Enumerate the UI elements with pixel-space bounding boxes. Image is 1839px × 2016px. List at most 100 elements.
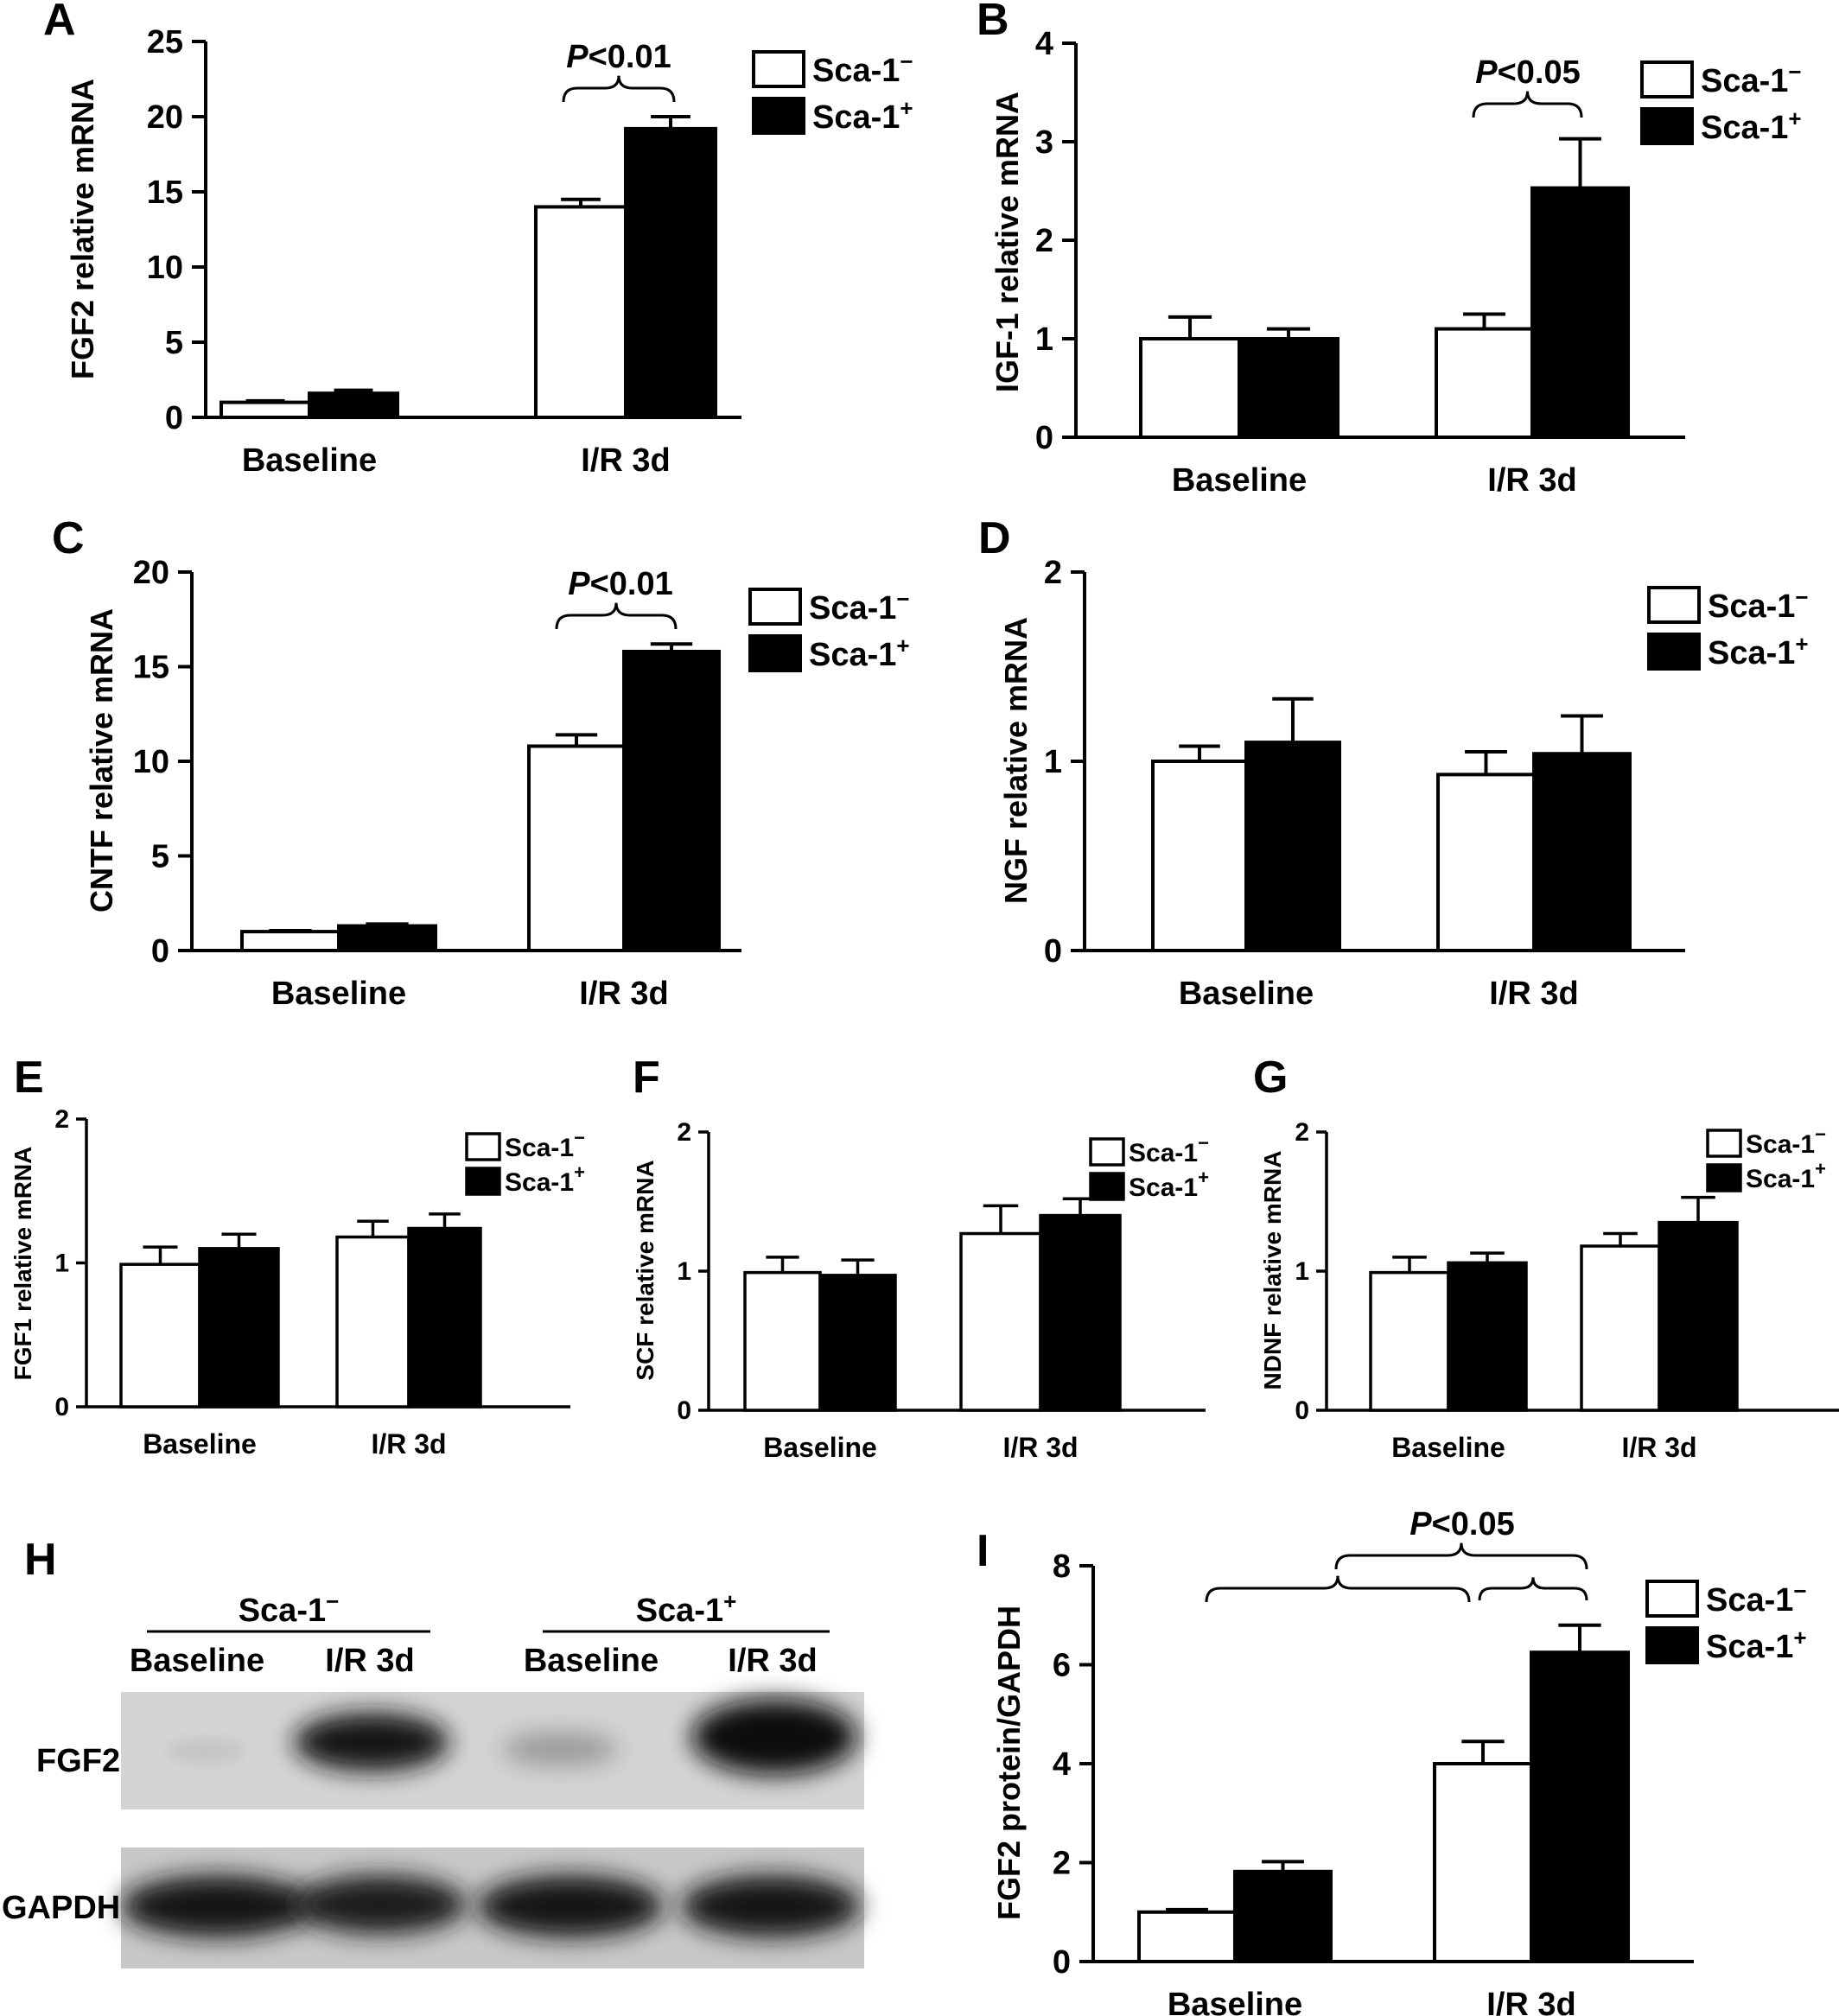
blot-group-label-neg: Sca-1−: [239, 1588, 340, 1629]
bar-g-1-1: [1658, 1220, 1739, 1412]
y-tick-label-c-1: 5: [151, 839, 169, 875]
bar-a-1-1: [624, 126, 717, 419]
bar-i-0-1: [1233, 1869, 1333, 1963]
bar-a-1-0: [534, 205, 627, 419]
legend-label-pos-e: Sca-1+: [505, 1161, 585, 1197]
blot-lane-label-3: Baseline: [524, 1643, 659, 1679]
blot-lane-label-4: I/R 3d: [728, 1643, 817, 1679]
legend-swatch-neg-f: [1089, 1137, 1125, 1167]
chart-panel-g: G 0 1 2 NDNF relative mRNA Baseline I/R 3d Sca-…: [1253, 1053, 1839, 1463]
y-tick-label-e-2: 2: [54, 1105, 69, 1134]
bar-e-1-1: [407, 1226, 482, 1409]
bar-i-1-1: [1530, 1650, 1630, 1963]
bar-i-0-0: [1137, 1910, 1237, 1963]
blot-row-label-gapdh: GAPDH: [2, 1890, 120, 1926]
p-value-a: P<0.01: [566, 39, 671, 75]
x-tick-label-e-1: I/R 3d: [371, 1428, 446, 1460]
bar-c-0-1: [337, 924, 437, 953]
p-value-c: P<0.01: [568, 566, 673, 602]
y-tick-label-i-3: 6: [1053, 1648, 1071, 1684]
x-tick-label-i-1: I/R 3d: [1486, 1987, 1575, 2016]
panel-letter-h: H: [24, 1535, 57, 1585]
bar-f-1-1: [1039, 1213, 1122, 1412]
bar-f-0-1: [818, 1274, 897, 1412]
y-tick-label-g-2: 2: [1295, 1118, 1309, 1147]
y-tick-label-b-4: 4: [1035, 26, 1053, 62]
y-axis-label-d: NGF relative mRNA: [998, 617, 1034, 904]
western-blot-panel: H Sca-1− Sca-1+ Baseline I/R 3d Baseline…: [2, 1535, 864, 1968]
legend-label-neg-i: Sca-1−: [1706, 1578, 1807, 1619]
x-tick-label-f-1: I/R 3d: [1002, 1432, 1078, 1463]
chart-panel-f: F 0 1 2 SCF relative mRNA Baseline I/R 3d Sca-1…: [632, 1053, 1209, 1463]
bar-g-1-0: [1580, 1244, 1661, 1412]
bar-e-0-1: [198, 1247, 280, 1409]
x-tick-label-c-1: I/R 3d: [579, 976, 668, 1012]
legend-label-neg-a: Sca-1−: [812, 48, 913, 89]
y-tick-label-a-3: 15: [147, 175, 183, 211]
chart-panel-b: B 0 1 2 3 4 IGF-1 relative mRNA Baseline I/R 3d P…: [977, 0, 1802, 499]
legend-label-neg-c: Sca-1−: [809, 586, 910, 626]
legend-swatch-pos-e: [465, 1167, 501, 1196]
x-tick-label-c-0: Baseline: [271, 976, 406, 1012]
chart-panel-a: A 0 5 10 15 20 25 FGF2 relative mRNA Baseline I/R…: [43, 0, 913, 479]
significance-brace-b: [1472, 91, 1583, 118]
y-tick-label-g-1: 1: [1295, 1257, 1309, 1286]
legend-swatch-neg-g: [1706, 1129, 1742, 1158]
legend-swatch-pos-g: [1706, 1163, 1742, 1192]
y-tick-label-c-4: 20: [133, 555, 169, 591]
blot-strip-fgf2: [121, 1692, 864, 1809]
y-tick-label-b-0: 0: [1035, 420, 1053, 456]
legend-swatch-neg-d: [1647, 586, 1701, 624]
legend-swatch-pos-f: [1089, 1172, 1125, 1201]
y-axis-label-e: FGF1 relative mRNA: [10, 1147, 36, 1381]
brace-i-right: [1478, 1577, 1588, 1601]
y-tick-label-a-4: 20: [147, 99, 183, 136]
legend-label-neg-f: Sca-1−: [1129, 1132, 1209, 1167]
chart-panel-e: E 0 1 2 FGF1 relative mRNA Baseline I/R 3d Sca-…: [10, 1053, 585, 1460]
legend-label-pos-c: Sca-1+: [809, 633, 910, 673]
bar-b-0-1: [1238, 337, 1339, 439]
y-tick-label-e-1: 1: [54, 1250, 69, 1278]
legend-label-pos-g: Sca-1+: [1746, 1158, 1826, 1193]
bar-b-0-0: [1139, 337, 1241, 439]
panel-letter-d: D: [978, 513, 1011, 563]
y-tick-label-b-3: 3: [1035, 124, 1053, 161]
significance-brace-a: [562, 75, 676, 103]
panel-letter-f: F: [633, 1053, 660, 1103]
y-tick-label-a-1: 5: [165, 325, 183, 361]
bar-d-0-0: [1151, 760, 1248, 952]
panel-letter-e: E: [14, 1053, 44, 1103]
legend-label-pos-f: Sca-1+: [1129, 1167, 1209, 1202]
y-tick-label-f-0: 0: [677, 1396, 691, 1425]
brace-i-left: [1205, 1575, 1471, 1603]
y-tick-label-f-2: 2: [677, 1118, 691, 1147]
x-tick-label-g-1: I/R 3d: [1621, 1432, 1696, 1463]
bar-i-1-0: [1433, 1762, 1533, 1963]
legend-label-neg-b: Sca-1−: [1701, 59, 1802, 99]
bar-b-1-0: [1435, 327, 1534, 440]
y-tick-label-d-1: 1: [1044, 744, 1062, 780]
band-fgf2-lane1: [167, 1739, 245, 1763]
y-axis-label-b: IGF-1 relative mRNA: [989, 92, 1025, 392]
y-tick-label-d-2: 2: [1044, 555, 1062, 591]
chart-panel-i: I 0 2 4 6 8 FGF2 protein/GAPDH Baseline I/R 3d P<…: [977, 1506, 1807, 2016]
bar-d-0-1: [1244, 741, 1341, 952]
band-gapdh-lane2: [294, 1875, 467, 1934]
bar-b-1-1: [1530, 186, 1630, 440]
panel-letter-c: C: [52, 513, 85, 563]
bar-e-0-0: [119, 1262, 201, 1409]
x-tick-label-g-0: Baseline: [1391, 1432, 1505, 1463]
x-tick-label-i-0: Baseline: [1168, 1987, 1302, 2016]
legend-swatch-pos-b: [1640, 107, 1694, 145]
panel-letter-b: B: [977, 0, 1009, 45]
chart-panel-c: C 0 5 10 15 20 CNTF relative mRNA Baseline I/R 3…: [52, 513, 910, 1012]
panel-letter-g: G: [1253, 1053, 1288, 1103]
p-value-i: P<0.05: [1409, 1506, 1515, 1542]
legend-label-neg-e: Sca-1−: [505, 1127, 585, 1162]
x-tick-label-d-0: Baseline: [1179, 976, 1314, 1012]
y-tick-label-i-2: 4: [1053, 1746, 1071, 1783]
bar-c-1-0: [527, 744, 626, 952]
legend-label-pos-d: Sca-1+: [1708, 631, 1809, 671]
